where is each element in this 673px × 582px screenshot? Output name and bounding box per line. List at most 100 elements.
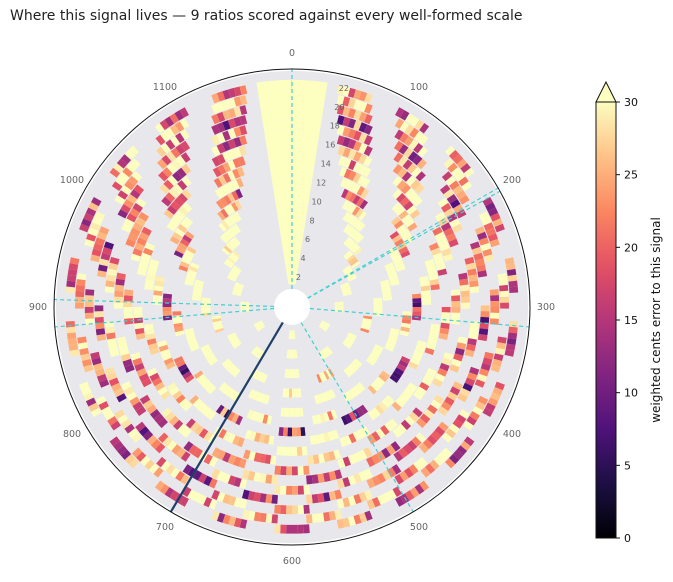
heatmap-cell <box>65 320 75 328</box>
heatmap-cell <box>388 418 399 429</box>
heatmap-cell <box>351 218 360 228</box>
heatmap-cell <box>412 154 423 166</box>
radial-tick-label: 12 <box>316 178 326 187</box>
heatmap-cell <box>282 245 292 256</box>
heatmap-cell <box>392 176 403 187</box>
heatmap-cell <box>104 411 115 421</box>
heatmap-cell <box>274 524 281 534</box>
heatmap-cell <box>248 451 256 461</box>
heatmap-cell <box>271 514 278 524</box>
heatmap-cell <box>170 135 181 147</box>
heatmap-cell <box>404 188 416 199</box>
angle-tick-label: 600 <box>283 556 301 567</box>
heatmap-cell <box>301 446 308 456</box>
heatmap-cell <box>330 409 338 420</box>
heatmap-cell <box>165 464 176 475</box>
heatmap-cell <box>230 213 239 224</box>
heatmap-cell <box>169 124 180 136</box>
heatmap-cell <box>336 518 345 529</box>
heatmap-cell <box>264 394 270 405</box>
heatmap-cell <box>384 421 394 432</box>
heatmap-cell <box>192 296 202 301</box>
heatmap-cell <box>234 284 244 290</box>
heatmap-cell <box>472 406 483 416</box>
heatmap-cell <box>349 362 359 371</box>
heatmap-cell <box>254 432 261 443</box>
heatmap-cell <box>415 344 426 352</box>
heatmap-cell <box>283 254 292 266</box>
heatmap-cell <box>353 514 362 525</box>
heatmap-cell <box>336 125 345 136</box>
heatmap-cell <box>471 247 482 256</box>
heatmap-cell <box>216 153 226 165</box>
heatmap-cell <box>497 273 508 281</box>
heatmap-cell <box>390 328 400 334</box>
heatmap-cell <box>103 241 115 250</box>
heatmap-cell <box>273 186 292 198</box>
heatmap-cell <box>381 470 392 481</box>
heatmap-cell <box>120 204 131 214</box>
heatmap-cell <box>460 440 471 451</box>
heatmap-cell <box>292 216 307 227</box>
heatmap-cell <box>184 280 194 286</box>
heatmap-cell <box>402 444 413 455</box>
heatmap-cell <box>240 308 250 311</box>
heatmap-cell <box>233 265 242 273</box>
heatmap-cell <box>121 381 132 391</box>
heatmap-cell <box>427 338 438 346</box>
heatmap-cell <box>134 322 144 330</box>
heatmap-cell <box>325 346 334 354</box>
heatmap-cell <box>317 493 325 503</box>
heatmap-cell <box>136 268 147 276</box>
heatmap-cell <box>365 358 376 366</box>
heatmap-cell <box>345 252 354 261</box>
heatmap-cell <box>375 376 386 386</box>
heatmap-cell <box>399 121 410 132</box>
heatmap-cell <box>403 200 414 211</box>
heatmap-cell <box>318 325 327 332</box>
heatmap-cell <box>200 344 210 351</box>
heatmap-cell <box>233 86 242 97</box>
heatmap-cell <box>172 311 182 316</box>
heatmap-cell <box>203 349 213 358</box>
heatmap-cell <box>394 118 405 129</box>
heatmap-cell <box>490 312 500 319</box>
heatmap-cell <box>430 284 440 291</box>
heatmap-cell <box>462 382 473 392</box>
heatmap-cell <box>194 425 204 436</box>
heatmap-cell <box>68 263 79 271</box>
heatmap-cell <box>75 284 85 292</box>
heatmap-cell <box>317 473 325 483</box>
colorbar-tick-label: 30 <box>624 96 638 109</box>
angle-tick-label: 200 <box>503 175 521 186</box>
heatmap-cell <box>399 227 410 237</box>
heatmap-cell <box>94 211 106 221</box>
heatmap-cell <box>201 307 211 311</box>
heatmap-cell <box>150 438 162 450</box>
heatmap-cell <box>382 289 392 295</box>
heatmap-cell <box>498 278 508 286</box>
heatmap-cell <box>464 349 475 358</box>
heatmap-cell <box>148 342 158 351</box>
heatmap-cell <box>464 377 476 387</box>
heatmap-cell <box>257 89 292 102</box>
heatmap-cell <box>154 280 165 287</box>
heatmap-cell <box>175 144 186 155</box>
heatmap-cell <box>437 368 448 377</box>
heatmap-cell <box>395 107 405 118</box>
heatmap-cell <box>396 192 407 203</box>
radial-tick-label: 6 <box>305 235 310 244</box>
heatmap-cell <box>314 394 320 405</box>
heatmap-cell <box>144 242 156 251</box>
heatmap-cell <box>506 338 517 346</box>
heatmap-cell <box>271 494 278 504</box>
heatmap-cell <box>276 206 292 218</box>
heatmap-cell <box>412 302 422 307</box>
heatmap-cell <box>422 299 432 305</box>
heatmap-cell <box>227 108 237 119</box>
heatmap-cell <box>290 349 292 359</box>
heatmap-cell <box>288 388 292 398</box>
heatmap-cell <box>477 333 488 342</box>
colorbar-tick-label: 5 <box>624 459 631 472</box>
heatmap-cell <box>353 473 362 484</box>
